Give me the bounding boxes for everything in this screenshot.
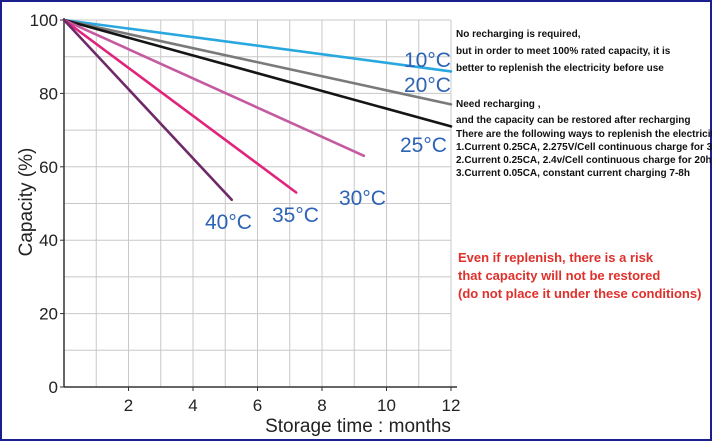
- y-tick-label: 80: [39, 84, 58, 103]
- grid: [64, 19, 452, 387]
- warning-line: Even if replenish, there is a risk: [458, 250, 654, 265]
- axes: [63, 18, 457, 388]
- x-tick-label: 4: [188, 396, 197, 415]
- series-label-35c: 35°C: [272, 204, 319, 227]
- series-labels: 10°C20°C 25°C 30°C 35°C 40°C: [205, 49, 451, 234]
- series-line-35c: [62, 18, 298, 194]
- note-line: 1.Current 0.25CA, 2.275V/Cell continuous…: [456, 142, 712, 153]
- series-label-25c: 25°C: [400, 134, 447, 157]
- x-axis-label: Storage time : months: [265, 416, 451, 437]
- series-label-10c: 10°C: [404, 49, 451, 72]
- series-lines: [62, 18, 453, 202]
- series-line-25c: [62, 18, 453, 128]
- y-tick-label: 40: [39, 231, 58, 250]
- series-line-20c: [62, 18, 453, 106]
- note-line: but in order to meet 100% rated capacity…: [456, 46, 671, 57]
- note-line: 2.Current 0.25CA, 2.4v/Cell continuous c…: [456, 155, 712, 166]
- x-tick-label: 10: [377, 396, 396, 415]
- x-tick-label: 8: [317, 396, 326, 415]
- y-tick-label: 0: [49, 378, 58, 397]
- warning-line: (do not place it under these conditions): [458, 286, 701, 301]
- y-tick-label: 100: [30, 11, 58, 30]
- y-tick-label: 20: [39, 305, 58, 324]
- series-label-30c: 30°C: [339, 187, 386, 210]
- note-line: and the capacity can be restored after r…: [456, 115, 691, 126]
- note-line: No recharging is required,: [456, 29, 581, 40]
- tick-labels: 0 20 40 60 80 100 2 4 6 8 10 12: [30, 11, 461, 415]
- y-axis-label: Capacity (%): [16, 148, 37, 257]
- x-tick-label: 6: [253, 396, 262, 415]
- note-line: There are the following ways to replenis…: [456, 129, 712, 140]
- series-label-40c: 40°C: [205, 211, 252, 234]
- warning-note: Even if replenish, there is a risk that …: [458, 250, 701, 301]
- note-line: better to replenish the electricity befo…: [456, 63, 664, 74]
- x-tick-label: 2: [124, 396, 133, 415]
- series-line-10c: [62, 18, 453, 73]
- note-line: Need recharging ,: [456, 99, 541, 110]
- series-line-30c: [62, 18, 366, 158]
- series-label-20c: 20°C: [404, 74, 451, 97]
- warning-line: that capacity will not be restored: [458, 268, 660, 283]
- series-line-40c: [62, 18, 233, 202]
- no-recharge-note: No recharging is required, but in order …: [456, 29, 671, 74]
- note-line: 3.Current 0.05CA, constant current charg…: [456, 168, 690, 179]
- y-tick-label: 60: [39, 158, 58, 177]
- x-tick-label: 12: [442, 396, 461, 415]
- need-recharge-note: Need recharging , and the capacity can b…: [456, 99, 712, 179]
